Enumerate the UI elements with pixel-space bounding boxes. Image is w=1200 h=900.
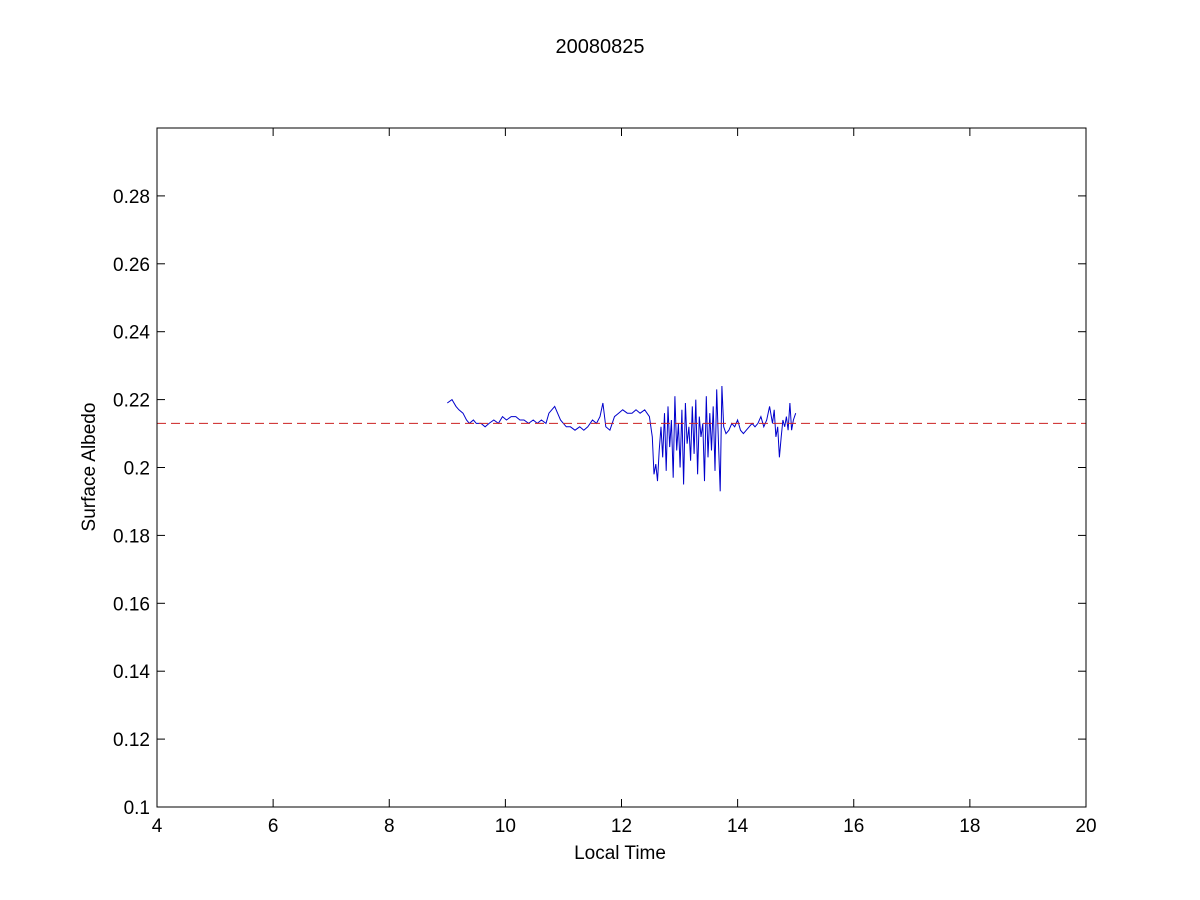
x-tick-label: 6 <box>268 816 279 837</box>
ticks-layer: 4 6 8 10 12 14 16 18 20 0.1 0.12 0.14 0.16 0.18 0.2 0.2… <box>113 128 1097 837</box>
y-tick-label: 0.18 <box>113 526 150 547</box>
y-tick-label: 0.2 <box>124 459 150 480</box>
y-tick-label: 0.12 <box>113 730 150 751</box>
y-tick-label: 0.16 <box>113 594 150 615</box>
y-tick-label: 0.28 <box>113 187 150 208</box>
x-tick-label: 4 <box>152 816 163 837</box>
chart-title: 20080825 <box>556 36 645 58</box>
series-layer <box>157 385 1086 492</box>
plot-frame <box>156 127 1087 808</box>
x-tick-label: 12 <box>611 816 632 837</box>
x-tick-label: 18 <box>959 816 980 837</box>
y-tick-label: 0.26 <box>113 255 150 276</box>
x-tick-label: 16 <box>843 816 864 837</box>
y-tick-label: 0.1 <box>124 798 150 819</box>
plot-area: 4 6 8 10 12 14 16 18 20 0.1 0.12 0.14 0.16 0.18 0.2 0.2… <box>113 127 1097 837</box>
y-tick-label: 0.24 <box>113 323 150 344</box>
y-tick-label: 0.22 <box>113 391 150 412</box>
x-tick-label: 14 <box>727 816 749 837</box>
y-axis-label: Surface Albedo <box>79 403 100 532</box>
x-axis-label: Local Time <box>574 843 666 864</box>
x-tick-label: 20 <box>1075 816 1096 837</box>
x-tick-label: 8 <box>384 816 395 837</box>
albedo-series-line <box>447 385 797 492</box>
y-tick-label: 0.14 <box>113 662 150 683</box>
x-tick-label: 10 <box>495 816 516 837</box>
